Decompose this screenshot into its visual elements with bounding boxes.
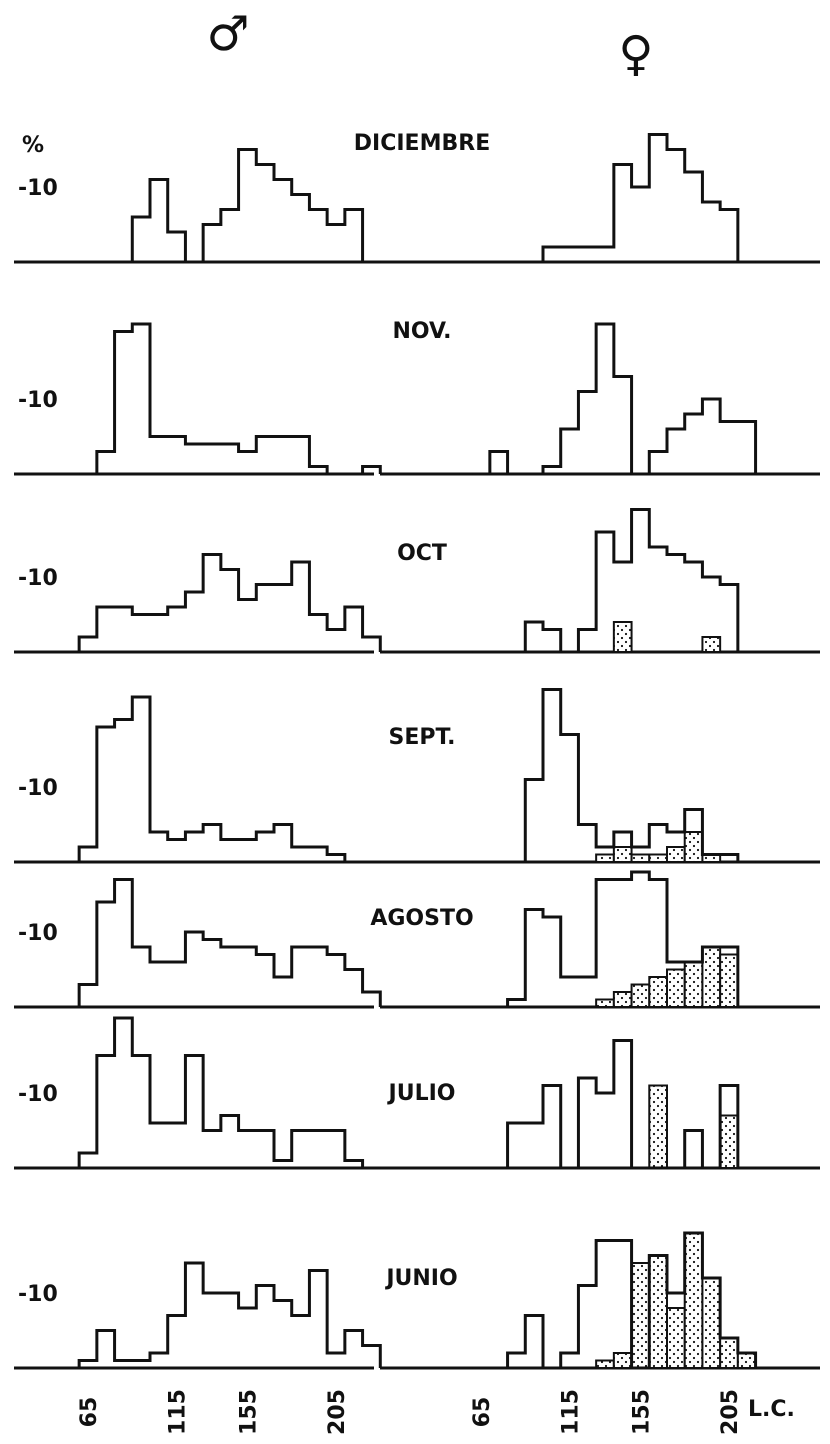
month-label: JUNIO [384, 1266, 457, 1291]
month-label: SEPT. [388, 725, 455, 750]
female-shaded-bar [666, 1307, 686, 1369]
month-panels: DICIEMBRE -10 NOV. -10 OCT -10 SEPT. -10 AGOSTO -… [14, 131, 820, 1370]
x-tick-label: 155 [236, 1389, 261, 1435]
male-histogram [77, 553, 382, 652]
month-label: JULIO [387, 1081, 456, 1106]
month-label: AGOSTO [370, 906, 473, 931]
x-tick-label: 205 [718, 1389, 743, 1435]
female-shaded-bar [701, 1277, 722, 1369]
x-tick-label: 65 [470, 1397, 495, 1428]
female-shaded-bar [683, 831, 704, 863]
male-histogram [79, 322, 382, 476]
y-tick-label: -10 [18, 176, 58, 201]
female-shaded-bar [612, 846, 633, 863]
y-unit-label: % [22, 133, 44, 158]
x-tick-label: 205 [325, 1389, 350, 1435]
x-axis-label: L.C. [748, 1397, 795, 1422]
female-histogram [472, 133, 756, 264]
month-label: NOV. [392, 319, 451, 344]
female-histogram [472, 870, 756, 1009]
female-shaded-bar [630, 983, 651, 1008]
female-shaded-bar [719, 953, 739, 1008]
month-panel: JULIO -10 [14, 1016, 820, 1170]
female-shaded-bar [595, 853, 615, 863]
male-histogram [77, 1261, 382, 1368]
female-shaded-bar [648, 1254, 668, 1369]
month-panel: AGOSTO -10 [14, 870, 820, 1009]
x-tick-label: 65 [77, 1397, 102, 1428]
female-shaded-bar [701, 946, 722, 1008]
female-shaded-bar [736, 1352, 757, 1369]
y-tick-label: -10 [18, 921, 58, 946]
female-shaded-bar [683, 1232, 704, 1369]
female-shaded-bar [719, 1114, 739, 1169]
male-histogram [77, 1016, 381, 1170]
month-panel: JUNIO -10 [14, 1231, 820, 1370]
female-shaded-bar [666, 846, 686, 863]
female-symbol: ♀ [618, 26, 653, 82]
male-histogram [77, 695, 381, 864]
female-shaded-bar [612, 1352, 633, 1369]
month-label: DICIEMBRE [354, 131, 490, 156]
female-histogram [472, 322, 774, 476]
male-histogram [79, 148, 381, 264]
female-shaded-bar [612, 621, 633, 653]
female-shaded-bar [701, 636, 722, 653]
female-shaded-bar [683, 961, 704, 1008]
month-panel: SEPT. -10 [14, 688, 820, 864]
y-tick-label: -10 [18, 1282, 58, 1307]
female-shaded-bar [612, 991, 633, 1008]
female-histogram [472, 508, 756, 654]
month-panel: DICIEMBRE -10 [14, 131, 820, 264]
female-shaded-bar [666, 968, 686, 1008]
x-tick-label: 155 [629, 1389, 654, 1435]
y-tick-label: -10 [18, 776, 58, 801]
y-tick-label: -10 [18, 388, 58, 413]
female-shaded-bar [719, 1337, 739, 1369]
female-shaded-bar [648, 853, 668, 863]
x-tick-label: 115 [166, 1389, 191, 1435]
month-panel: OCT -10 [14, 508, 820, 654]
female-shaded-bar [630, 1262, 651, 1369]
x-axis: 65 115 155 205 65 115 155 205 [77, 1389, 743, 1435]
female-shaded-bar [630, 853, 651, 863]
y-tick-label: -10 [18, 566, 58, 591]
month-label: OCT [397, 541, 447, 566]
female-shaded-bar [648, 1084, 668, 1169]
female-histogram [472, 1231, 758, 1370]
female-shaded-bar [595, 1359, 615, 1369]
female-histogram [472, 688, 756, 864]
male-histogram [77, 878, 382, 1007]
month-panel: NOV. -10 [14, 319, 820, 476]
female-shaded-bar [595, 998, 615, 1008]
male-symbol: ♂ [206, 6, 249, 62]
female-histogram [472, 1039, 756, 1170]
female-shaded-bar [648, 976, 668, 1008]
x-tick-label: 115 [559, 1389, 584, 1435]
y-tick-label: -10 [18, 1082, 58, 1107]
